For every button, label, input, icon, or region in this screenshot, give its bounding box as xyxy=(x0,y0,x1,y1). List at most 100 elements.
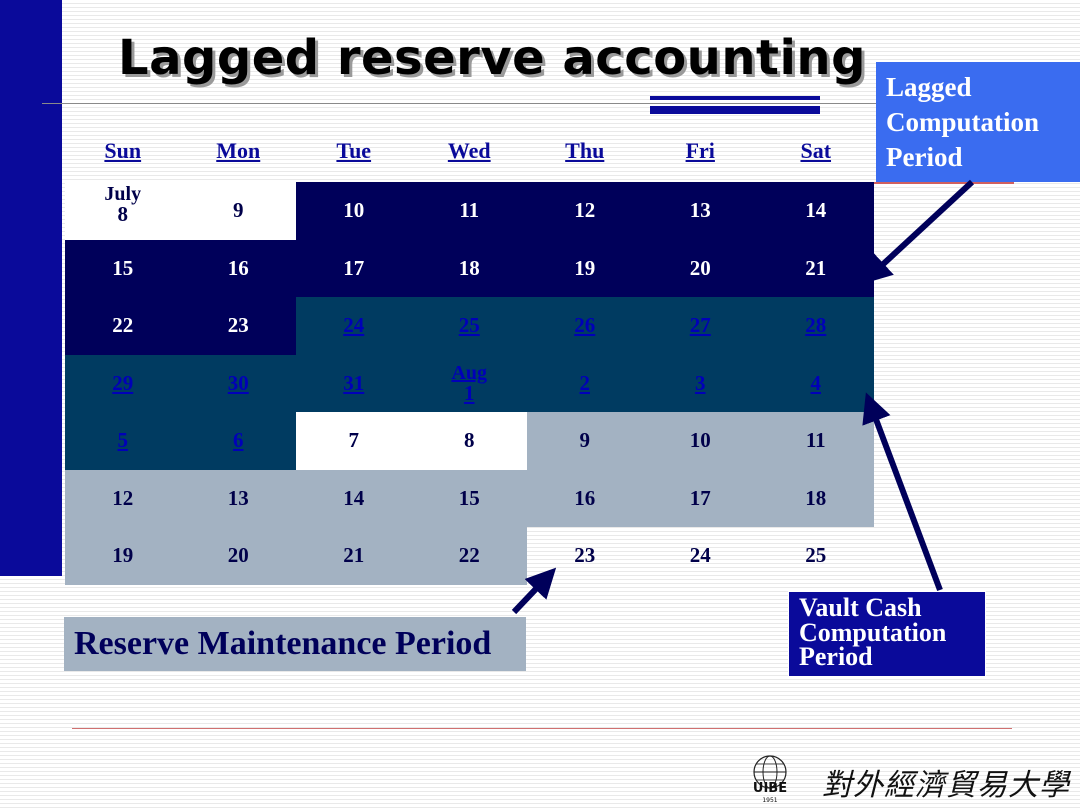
calendar-cell: 25 xyxy=(758,527,874,585)
calendar-cell: 17 xyxy=(296,239,412,297)
calendar-cell: 13 xyxy=(180,469,296,527)
calendar-cell: 2 xyxy=(527,354,643,412)
day-number: 29 xyxy=(112,370,134,395)
day-number: 15 xyxy=(458,485,480,510)
calendar-cell: 16 xyxy=(180,239,296,297)
calendar-cell: 11 xyxy=(758,412,874,470)
calendar-cell: 30 xyxy=(180,354,296,412)
calendar-cell: 9 xyxy=(527,412,643,470)
day-number: 15 xyxy=(112,255,134,280)
calendar-cell: 6 xyxy=(180,412,296,470)
calendar-cell: 14 xyxy=(296,469,412,527)
calendar-cell: 24 xyxy=(643,527,759,585)
day-number: 21 xyxy=(343,543,365,568)
day-number: 21 xyxy=(805,255,827,280)
calendar-cell: 21 xyxy=(296,527,412,585)
calendar-cell: Aug 1 xyxy=(411,354,527,412)
logo-text: 對外經濟貿易大學 xyxy=(822,768,1070,803)
vault-cash-computation-period-callout: Vault Cash Computation Period xyxy=(788,591,986,677)
day-number: 13 xyxy=(227,485,249,510)
calendar-cell: 17 xyxy=(642,469,758,527)
title-decoration-thin xyxy=(650,96,820,100)
day-number: 8 xyxy=(117,202,129,226)
calendar-cell: 12 xyxy=(65,469,181,527)
day-number: 23 xyxy=(574,543,596,568)
month-label: Aug xyxy=(451,361,488,384)
day-number: 18 xyxy=(805,485,827,510)
university-logo: UIBE 1951 對外經濟貿易大學 xyxy=(738,750,1069,804)
day-number: 19 xyxy=(574,255,596,280)
day-number: 13 xyxy=(689,198,711,223)
calendar-grid: July 8 9 10 11 12 13 14 15 16 17 18 19 20 21 22 23 24 25 26… xyxy=(65,182,874,585)
calendar-cell: 19 xyxy=(65,527,181,585)
day-number: 12 xyxy=(574,198,596,223)
calendar-cell: 4 xyxy=(758,354,874,412)
day-number: 3 xyxy=(695,370,706,395)
arrow-vault-cash xyxy=(862,392,943,592)
footer-rule xyxy=(72,728,1012,729)
calendar-cell: 24 xyxy=(296,297,412,355)
lagged-computation-period-callout: Lagged Computation Period xyxy=(876,62,1080,182)
calendar-cell: 19 xyxy=(527,239,643,297)
day-number: 10 xyxy=(343,198,365,223)
day-number: 19 xyxy=(112,543,134,568)
callout-line: Computation xyxy=(799,617,947,647)
day-number: 11 xyxy=(459,198,480,223)
day-number: 12 xyxy=(112,485,134,510)
month-label: July xyxy=(104,183,142,205)
calendar-cell: 23 xyxy=(180,297,296,355)
logo-year: 1951 xyxy=(762,797,777,804)
calendar-cell: 10 xyxy=(642,412,758,470)
calendar-cell: 18 xyxy=(411,239,527,297)
calendar-cell: 23 xyxy=(527,527,643,585)
calendar-cell: 16 xyxy=(527,469,643,527)
calendar-cell: 20 xyxy=(180,527,296,585)
day-number: 20 xyxy=(689,255,711,280)
calendar-cell: 12 xyxy=(527,182,643,240)
calendar-cell: 22 xyxy=(65,297,181,355)
calendar-cell: 11 xyxy=(411,182,527,240)
day-number: 25 xyxy=(458,313,480,338)
day-header-tue: Tue xyxy=(336,138,372,163)
calendar-cell: 14 xyxy=(758,182,874,240)
day-number: 17 xyxy=(343,255,365,280)
day-number: 2 xyxy=(579,370,591,395)
day-number: 26 xyxy=(574,313,596,338)
day-header-thu: Thu xyxy=(565,138,605,163)
day-header-mon: Mon xyxy=(216,138,261,163)
calendar-cell: 9 xyxy=(180,182,296,240)
day-number: 22 xyxy=(458,543,480,568)
calendar-cell: 27 xyxy=(642,297,758,355)
day-number: 9 xyxy=(233,198,244,223)
day-number: 1 xyxy=(464,380,475,405)
day-number: 10 xyxy=(689,428,711,453)
day-number: 24 xyxy=(343,313,365,338)
logo-abbr: UIBE xyxy=(753,781,787,796)
university-globe-logo-icon: UIBE 1951 xyxy=(753,755,787,804)
callout-line: Vault Cash xyxy=(799,593,922,622)
day-number: 18 xyxy=(458,255,480,280)
left-accent-bar xyxy=(0,0,62,576)
day-number: 11 xyxy=(805,428,826,453)
title-decoration-thick xyxy=(650,106,820,114)
day-number: 20 xyxy=(227,543,249,568)
calendar-cell: July 8 xyxy=(65,182,181,240)
day-number: 4 xyxy=(810,370,822,395)
day-number: 31 xyxy=(343,370,365,395)
day-number: 23 xyxy=(227,313,249,338)
reserve-maintenance-period-callout: Reserve Maintenance Period xyxy=(64,617,526,671)
calendar-cell: 13 xyxy=(642,182,758,240)
calendar-cell: 21 xyxy=(758,239,874,297)
calendar-day-headers: Sun Mon Tue Wed Thu Fri Sat xyxy=(65,138,874,172)
callout-line: Period xyxy=(799,642,873,672)
calendar-cell: 10 xyxy=(296,182,412,240)
day-header-fri: Fri xyxy=(685,138,715,163)
day-header-sun: Sun xyxy=(104,138,142,163)
calendar-cell: 31 xyxy=(296,354,412,412)
day-number: 30 xyxy=(227,370,249,395)
calendar-cell: 15 xyxy=(65,239,181,297)
day-number: 5 xyxy=(117,428,129,453)
day-number: 16 xyxy=(227,255,249,280)
calendar-cell: 26 xyxy=(527,297,643,355)
